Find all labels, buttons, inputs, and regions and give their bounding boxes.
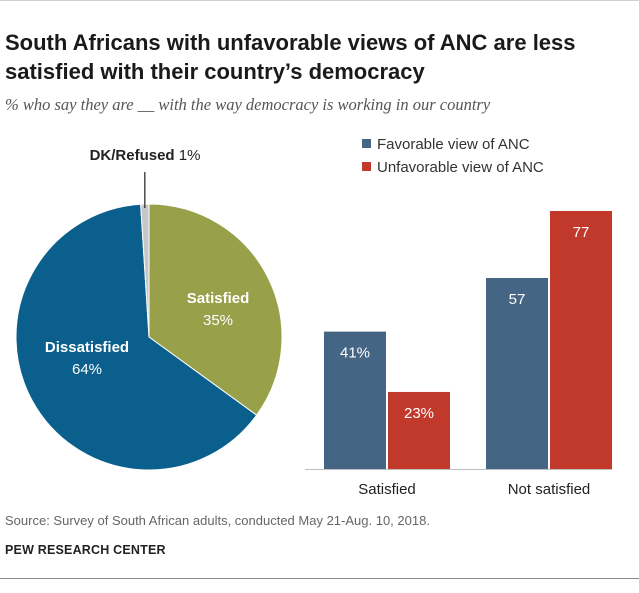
pie-chart: Satisfied 35% Dissatisfied 64% DK/Refused 1% <box>15 147 283 471</box>
bar-favorable-view-of-anc-satisfied <box>324 331 386 469</box>
bar-label-favorable-view-of-anc-satisfied: 41% <box>340 345 370 362</box>
brand-name: PEW RESEARCH CENTER <box>5 543 166 557</box>
pie-label-dk-refused: DK/Refused 1% <box>90 147 201 164</box>
bottom-rule <box>0 578 639 579</box>
bar-unfavorable-view-of-anc-not-satisfied <box>550 211 612 469</box>
top-border <box>0 0 639 1</box>
x-tick-not-satisfied: Not satisfied <box>508 481 591 498</box>
legend-label-unfavorable-view-of-anc: Unfavorable view of ANC <box>377 159 544 176</box>
pie-value-dissatisfied: 64% <box>72 361 102 378</box>
pie-label-satisfied: Satisfied <box>187 290 250 307</box>
source-note: Source: Survey of South African adults, … <box>5 513 430 528</box>
bar-label-unfavorable-view-of-anc-satisfied: 23% <box>404 405 434 422</box>
chart-area: Satisfied 35% Dissatisfied 64% DK/Refused 1%… <box>15 136 612 498</box>
bar-label-unfavorable-view-of-anc-not-satisfied: 77 <box>573 224 590 241</box>
bar-chart: Favorable view of ANC Unfavorable view of… <box>305 136 612 498</box>
pie-slice-satisfied <box>148 203 283 416</box>
legend-swatch-unfavorable-view-of-anc <box>362 162 371 171</box>
bar-favorable-view-of-anc-not-satisfied <box>486 278 548 469</box>
pie-slice-dissatisfied <box>15 203 258 471</box>
chart-subtitle: % who say they are __ with the way democ… <box>5 95 491 114</box>
chart-title: South Africans with unfavorable views of… <box>5 30 576 84</box>
pie-label-dissatisfied: Dissatisfied <box>45 339 129 356</box>
bar-unfavorable-view-of-anc-satisfied <box>388 391 450 469</box>
bar-label-favorable-view-of-anc-not-satisfied: 57 <box>509 291 526 308</box>
x-tick-satisfied: Satisfied <box>358 481 416 498</box>
pie-value-satisfied: 35% <box>203 312 233 329</box>
legend-swatch-favorable-view-of-anc <box>362 139 371 148</box>
legend-label-favorable-view-of-anc: Favorable view of ANC <box>377 136 530 153</box>
